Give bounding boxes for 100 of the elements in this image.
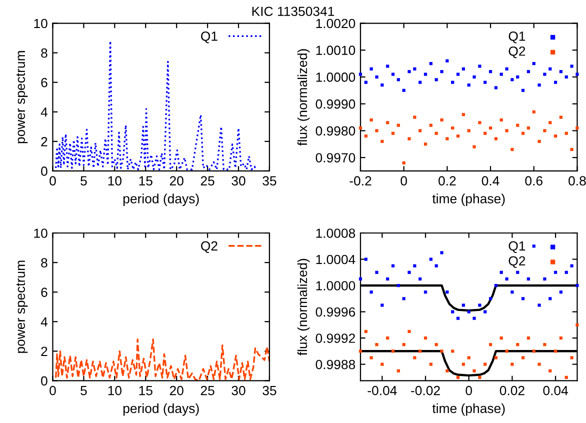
point [467,310,470,314]
point [418,277,422,281]
y-tick-label: 6 [41,288,48,297]
point [391,72,395,76]
x-axis-title: time (phase) [432,403,505,416]
point [538,140,541,143]
point [521,297,525,300]
x-tick-label: 0.4 [482,176,500,186]
point [451,80,454,84]
point [424,336,428,340]
point [505,277,508,281]
y-tick-label: 1.0004 [316,254,356,264]
point [484,310,487,314]
point [484,80,487,84]
x-tick-label: 20 [170,386,184,396]
point [570,148,574,152]
y-axis-title: power spectrum [16,260,28,353]
point [434,343,438,346]
point [391,264,395,268]
point [456,376,460,379]
point [472,316,476,320]
x-tick-label: -0.2 [350,176,372,186]
point [375,129,378,132]
x-tick-label: 5 [80,386,87,396]
point [462,362,465,366]
point [554,134,558,138]
point [370,67,373,70]
y-tick-label: 0 [41,376,48,386]
point [402,161,406,164]
point [462,113,465,116]
point [429,124,432,127]
x-tick-label: 0 [466,386,472,396]
point [386,277,390,281]
point [500,72,503,76]
point [364,330,368,334]
y-axis-title: flux (normalized) [297,258,310,356]
point [418,80,422,84]
y-tick-label: 0.9988 [316,360,356,370]
y-tick-label: 2 [41,136,48,146]
point [424,142,428,146]
point [396,369,400,372]
point [434,264,438,268]
point [494,356,498,360]
point [413,67,416,70]
point [451,350,454,353]
point [559,336,563,340]
point [478,304,482,307]
x-tick-label: 0.6 [525,176,542,186]
point [543,277,546,281]
point [532,350,536,353]
point [516,75,520,79]
point [380,304,384,307]
point [510,78,514,82]
point [364,80,368,84]
point [494,284,498,288]
point [478,376,482,379]
y-tick-label: 1.0008 [316,228,356,238]
x-tick-label: 0.8 [568,176,586,186]
point [380,83,384,87]
point [505,129,508,132]
point [548,121,552,124]
point [543,129,546,132]
point [488,343,492,346]
x-tick-label: -0.04 [368,386,397,396]
point [467,129,470,132]
point [456,316,460,320]
point [478,121,482,124]
point [358,277,362,281]
point [413,356,416,360]
line-series [55,338,270,381]
point [386,64,390,68]
point [548,297,552,300]
x-axis-title: period (days) [123,194,199,206]
point [564,75,568,79]
point [440,70,444,74]
point [576,126,579,130]
y-axis-title: flux (normalized) [297,49,310,146]
point [375,270,378,274]
point [494,137,498,140]
point [559,290,563,294]
point [516,270,520,274]
point [538,362,541,366]
point [396,78,400,82]
point [500,336,503,340]
point [494,86,498,90]
point [570,264,574,268]
point [467,356,470,360]
point [440,118,444,122]
point [408,270,411,274]
point [576,323,579,326]
point [408,70,411,74]
point [538,304,541,307]
point [440,251,444,254]
y-axis-title: power spectrum [16,51,28,144]
point [526,70,530,74]
x-tick-label: 35 [262,386,276,396]
point [532,110,536,114]
point [462,67,465,70]
point [375,75,378,79]
point [396,284,400,288]
